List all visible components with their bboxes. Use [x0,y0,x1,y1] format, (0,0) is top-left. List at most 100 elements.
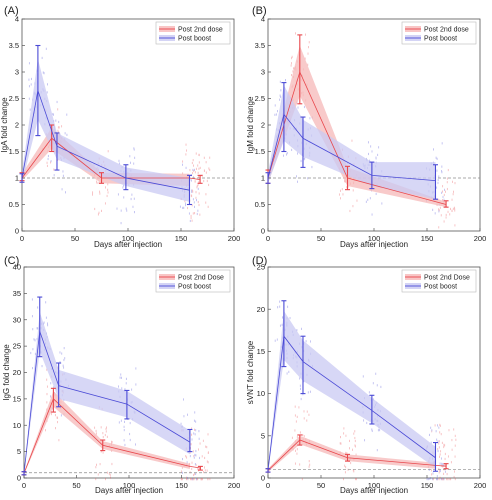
raw-data-point [440,450,442,453]
raw-data-point [431,473,433,476]
raw-data-point [194,212,196,215]
raw-data-point [343,427,345,430]
raw-data-point [207,461,209,464]
raw-data-point [120,209,122,212]
raw-data-point [121,387,123,390]
raw-data-point [432,472,434,475]
raw-data-point [306,419,308,422]
error-bar [443,200,449,208]
panel-label: (D) [252,255,267,267]
raw-data-point [454,455,456,458]
raw-data-point [293,67,294,70]
raw-data-point [442,185,444,188]
x-tick-label: 50 [72,481,80,490]
raw-data-point [195,196,197,199]
raw-data-point [43,72,45,75]
raw-data-point [61,188,63,191]
raw-data-point [205,445,207,448]
y-tick-label: 3.5 [255,41,265,50]
error-bar [123,164,129,191]
raw-data-point [206,469,208,472]
raw-data-point [195,429,197,432]
raw-data-point [192,159,194,162]
raw-data-point [192,478,194,481]
raw-data-point [426,478,428,481]
raw-data-point [340,442,342,445]
raw-data-point [191,189,193,192]
y-tick-label: 1 [261,174,265,183]
raw-data-point [299,431,301,434]
raw-data-point [289,316,291,320]
raw-data-point [207,478,209,481]
raw-data-point [368,391,370,394]
raw-data-point [192,450,194,453]
legend-entry: Post boost [178,284,211,291]
raw-data-point [133,148,135,151]
raw-data-point [182,172,184,175]
x-tick-label: 0 [22,481,26,490]
raw-data-point [443,445,445,449]
y-tick-label: 0 [15,227,19,236]
y-tick-label: 4 [15,15,19,24]
raw-data-point [57,129,59,132]
error-bar [99,172,104,184]
raw-data-point [350,461,352,465]
y-tick-label: 1 [15,174,19,183]
raw-data-point [198,161,200,164]
raw-data-point [343,432,345,435]
raw-data-point [95,463,97,466]
raw-data-point [192,171,194,175]
raw-data-point [124,443,126,447]
raw-data-point [197,187,199,191]
raw-data-point [97,213,99,216]
raw-data-point [185,455,187,458]
confidence-band [22,58,190,202]
raw-data-point [431,430,433,433]
raw-data-point [180,422,182,425]
y-tick-label: 40 [13,263,21,272]
raw-data-point [301,478,303,481]
raw-data-point [191,478,193,481]
raw-data-point [105,427,107,431]
error-bar [54,132,60,171]
raw-data-point [50,161,52,164]
raw-data-point [352,205,354,208]
raw-data-point [196,186,198,189]
raw-data-point [345,434,347,437]
raw-data-point [444,457,446,461]
raw-data-point [294,414,296,417]
raw-data-point [195,478,197,481]
raw-data-point [209,478,211,481]
raw-data-point [376,449,378,452]
raw-data-point [120,419,122,422]
raw-data-point [95,432,97,435]
raw-data-point [126,209,128,212]
raw-data-point [135,443,136,446]
raw-data-point [197,200,199,204]
raw-data-point [438,210,440,213]
raw-data-point [180,478,182,481]
raw-data-point [106,435,108,438]
raw-data-point [435,478,437,481]
raw-data-point [61,352,63,355]
raw-data-point [445,190,446,193]
raw-data-point [436,478,438,481]
raw-data-point [62,364,64,367]
y-tick-label: 25 [257,263,265,272]
raw-data-point [42,71,44,74]
raw-data-point [447,478,449,481]
raw-data-point [95,429,97,433]
raw-data-point [437,181,439,185]
x-tick-label: 50 [71,234,79,243]
raw-data-point [129,432,131,436]
raw-data-point [299,463,301,466]
raw-data-point [356,199,358,202]
raw-data-point [431,469,432,472]
raw-data-point [301,327,302,330]
chart-panel: (C) 0 50 100 150 200 0 5 10 15 20 25 30 35 40 Days afte… [2,255,240,495]
raw-data-point [436,478,438,481]
raw-data-point [194,171,196,174]
raw-data-point [63,347,65,350]
raw-data-point [56,416,58,419]
raw-data-point [189,454,191,458]
